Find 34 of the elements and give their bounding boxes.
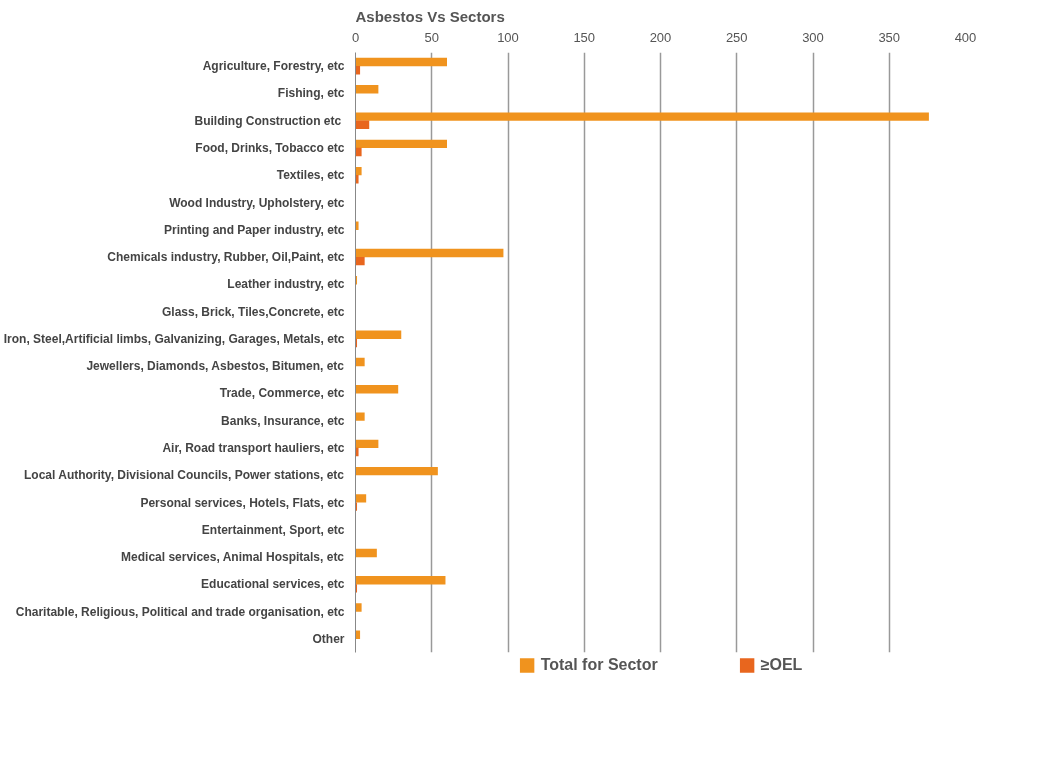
y-tick-label: Local Authority, Divisional Councils, Power stations, etc [24, 468, 345, 483]
y-tick-label: Entertainment, Sport, etc [201, 522, 345, 537]
y-tick-label: Printing and Paper industry, etc [164, 222, 345, 237]
y-tick-label: Trade, Commerce, etc [219, 386, 345, 401]
x-tick-label: 400 [954, 29, 977, 45]
x-tick-label: 350 [878, 29, 901, 45]
y-tick-label: Fishing, etc [277, 86, 345, 101]
y-tick-label: Chemicals industry, Rubber, Oil,Paint, etc [107, 250, 345, 265]
x-tick-label: 150 [573, 29, 596, 45]
y-tick-label: Charitable, Religious, Political and trade organisation, etc [15, 604, 345, 619]
y-tick-label: Personal services, Hotels, Flats, etc [140, 495, 345, 510]
y-tick-label: Food, Drinks, Tobacco etc [195, 140, 345, 155]
x-tick-label: 300 [802, 29, 824, 45]
y-tick-label: Wood Industry, Upholstery, etc [169, 195, 345, 210]
x-tick-label: 200 [649, 29, 672, 45]
y-tick-label: Educational services, etc [201, 577, 345, 592]
x-tick-label: 0 [351, 29, 360, 45]
chart-title: Asbestos Vs Sectors [355, 7, 505, 25]
legend-label: Total for Sector [540, 656, 658, 674]
x-tick-label: 250 [725, 29, 748, 45]
y-tick-label: Glass, Brick, Tiles,Concrete, etc [161, 304, 345, 319]
y-tick-label: Jewellers, Diamonds, Asbestos, Bitumen, etc [86, 359, 345, 374]
legend-label: ≥OEL [760, 656, 803, 674]
x-tick-label: 50 [424, 29, 439, 45]
y-tick-label: Iron, Steel,Artificial limbs, Galvanizing, Garages, Metals, etc [3, 331, 345, 346]
y-tick-label: Building Construction etc [194, 113, 342, 128]
y-tick-label: Medical services, Animal Hospitals, etc [121, 550, 345, 565]
y-tick-label: Leather industry, etc [227, 277, 345, 292]
y-tick-label: Air, Road transport hauliers, etc [162, 440, 345, 455]
x-tick-label: 100 [497, 29, 519, 45]
y-tick-label: Other [312, 631, 345, 646]
y-tick-label: Agriculture, Forestry, etc [202, 59, 345, 74]
y-tick-label: Banks, Insurance, etc [221, 413, 345, 428]
y-tick-label: Textiles, etc [276, 168, 345, 183]
